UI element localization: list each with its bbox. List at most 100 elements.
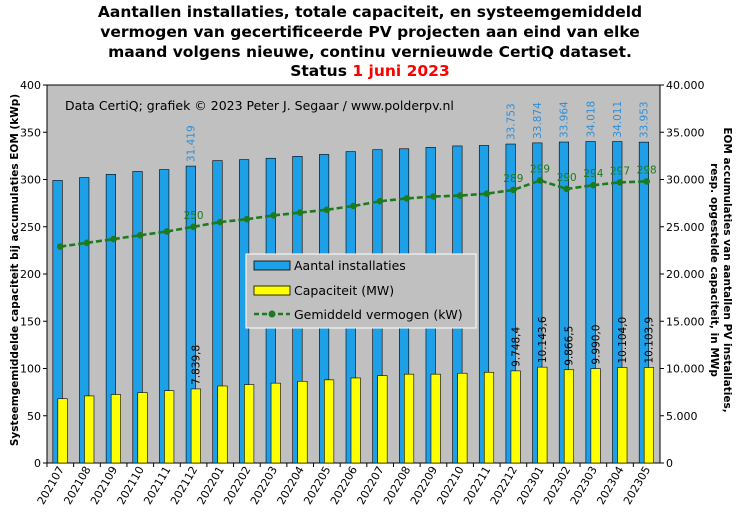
legend-swatch-installaties: [253, 260, 291, 271]
point-gemiddeld: [110, 235, 117, 243]
label-installaties: 33.953: [639, 101, 651, 138]
chart-title-line-4: Status 1 juni 2023: [290, 62, 450, 80]
bar-capaciteit: [270, 382, 281, 464]
bar-capaciteit: [164, 390, 175, 464]
point-gemiddeld: [483, 190, 491, 197]
bar-capaciteit: [643, 367, 654, 464]
bar-capaciteit: [537, 366, 548, 464]
label-gemiddeld: 299: [530, 163, 550, 175]
left-tick-label: 250: [20, 221, 41, 234]
right-tick-label: 40.000: [666, 79, 705, 92]
left-axis-ticks: 0 50 100 150 200 250 300 350 400: [20, 79, 47, 470]
right-tick-label: 25.000: [666, 221, 705, 234]
left-tick-label: 150: [20, 315, 41, 328]
right-tick-label: 20.000: [666, 268, 705, 281]
point-gemiddeld: [350, 202, 357, 210]
point-gemiddeld: [590, 181, 597, 189]
label-installaties: 34.018: [585, 101, 597, 138]
chart-title-line-3: maand volgens nieuwe, continu vernieuwde…: [108, 43, 632, 61]
bar-capaciteit: [137, 392, 148, 464]
legend: Aantal installaties Capaciteit (MW) Gemi…: [245, 253, 477, 329]
bar-capaciteit: [350, 377, 361, 464]
label-installaties: 33.753: [505, 103, 517, 140]
right-tick-label: 10.000: [666, 363, 705, 376]
point-gemiddeld: [563, 185, 571, 193]
point-gemiddeld: [430, 193, 437, 200]
bar-capaciteit: [110, 394, 121, 464]
point-gemiddeld: [270, 212, 277, 219]
point-gemiddeld: [57, 243, 64, 250]
bar-capaciteit: [457, 372, 468, 464]
point-gemiddeld: [510, 186, 517, 194]
label-gemiddeld: 290: [557, 172, 577, 184]
bar-capaciteit: [84, 395, 95, 464]
legend-swatch-gemiddeld-marker: [268, 310, 276, 318]
point-gemiddeld: [616, 179, 624, 186]
bar-capaciteit: [483, 371, 495, 464]
bar-capaciteit: [377, 375, 388, 464]
point-gemiddeld: [136, 231, 144, 239]
bar-capaciteit: [57, 398, 68, 464]
status-date: 1 juni 2023: [352, 62, 449, 80]
right-tick-label: 5.000: [666, 410, 698, 423]
label-capaciteit: 9.990,0: [590, 325, 602, 365]
right-axis-ticks: 0 5.000 10.000 15.000 20.000 25.000 30.000 35.0…: [660, 79, 705, 470]
bar-capaciteit: [404, 373, 415, 464]
bar-capaciteit: [617, 367, 628, 464]
right-tick-label: 30.000: [666, 174, 705, 187]
label-installaties: 31.419: [186, 125, 198, 162]
point-gemiddeld: [296, 209, 304, 216]
bar-capaciteit: [244, 384, 255, 464]
label-gemiddeld: 297: [610, 165, 630, 177]
legend-label-gemiddeld: Gemiddeld vermogen (kW): [294, 307, 463, 322]
label-gemiddeld: 289: [503, 173, 523, 185]
bar-capaciteit: [510, 370, 521, 464]
legend-label-installaties: Aantal installaties: [294, 258, 406, 273]
point-gemiddeld: [83, 239, 91, 247]
left-tick-label: 200: [20, 268, 41, 281]
label-capaciteit: 10.143,6: [537, 316, 549, 363]
data-labels: 31.419 7.839,8 250 33.753 9.748,4 289 33.874 10…: [184, 101, 657, 385]
right-tick-label: 35.000: [666, 126, 705, 139]
point-gemiddeld: [216, 218, 224, 226]
right-axis-title-line-2: resp. opgestelde capaciteit, in MWp: [708, 163, 720, 377]
point-gemiddeld: [456, 192, 464, 199]
left-tick-label: 350: [20, 126, 41, 139]
right-tick-label: 0: [666, 457, 673, 470]
left-tick-label: 300: [20, 174, 41, 187]
bar-capaciteit: [324, 379, 335, 464]
chart-title-line-2: vermogen van gecertificeerde PV projecte…: [100, 23, 640, 41]
label-installaties: 33.964: [559, 101, 571, 138]
label-gemiddeld: 298: [637, 164, 657, 176]
label-installaties: 33.874: [532, 102, 544, 139]
left-tick-label: 50: [27, 410, 41, 423]
label-gemiddeld: 294: [583, 168, 603, 180]
point-gemiddeld: [536, 177, 544, 184]
left-tick-label: 0: [34, 457, 41, 470]
label-capaciteit: 7.839,8: [191, 345, 203, 385]
x-axis-ticks: 2021072021082021092021102021112021122022…: [35, 463, 653, 507]
right-tick-label: 15.000: [666, 315, 705, 328]
label-capaciteit: 10.103,9: [644, 317, 656, 364]
line-series: [57, 177, 650, 250]
left-tick-label: 400: [20, 79, 41, 92]
bar-capaciteit: [217, 385, 228, 464]
label-gemiddeld: 250: [184, 210, 204, 222]
point-gemiddeld: [376, 197, 384, 205]
bar-capaciteit: [563, 369, 575, 464]
point-gemiddeld: [403, 195, 411, 202]
point-gemiddeld: [243, 215, 251, 223]
label-capaciteit: 9.866,5: [564, 326, 576, 366]
chart-title-line-1: Aantallen installaties, totale capacitei…: [98, 3, 642, 21]
legend-swatch-capaciteit: [253, 285, 291, 296]
point-gemiddeld: [190, 223, 197, 231]
right-axis-title-line-1: EOM accumulaties van aantallen PV instal…: [721, 127, 733, 412]
legend-label-capaciteit: Capaciteit (MW): [294, 283, 394, 298]
point-gemiddeld: [643, 178, 650, 185]
status-prefix: Status: [290, 62, 352, 80]
point-gemiddeld: [163, 228, 171, 235]
credit-text: Data CertiQ; grafiek © 2023 Peter J. Seg…: [65, 98, 454, 113]
label-capaciteit: 9.748,4: [510, 326, 522, 366]
bar-capaciteit: [190, 388, 201, 464]
